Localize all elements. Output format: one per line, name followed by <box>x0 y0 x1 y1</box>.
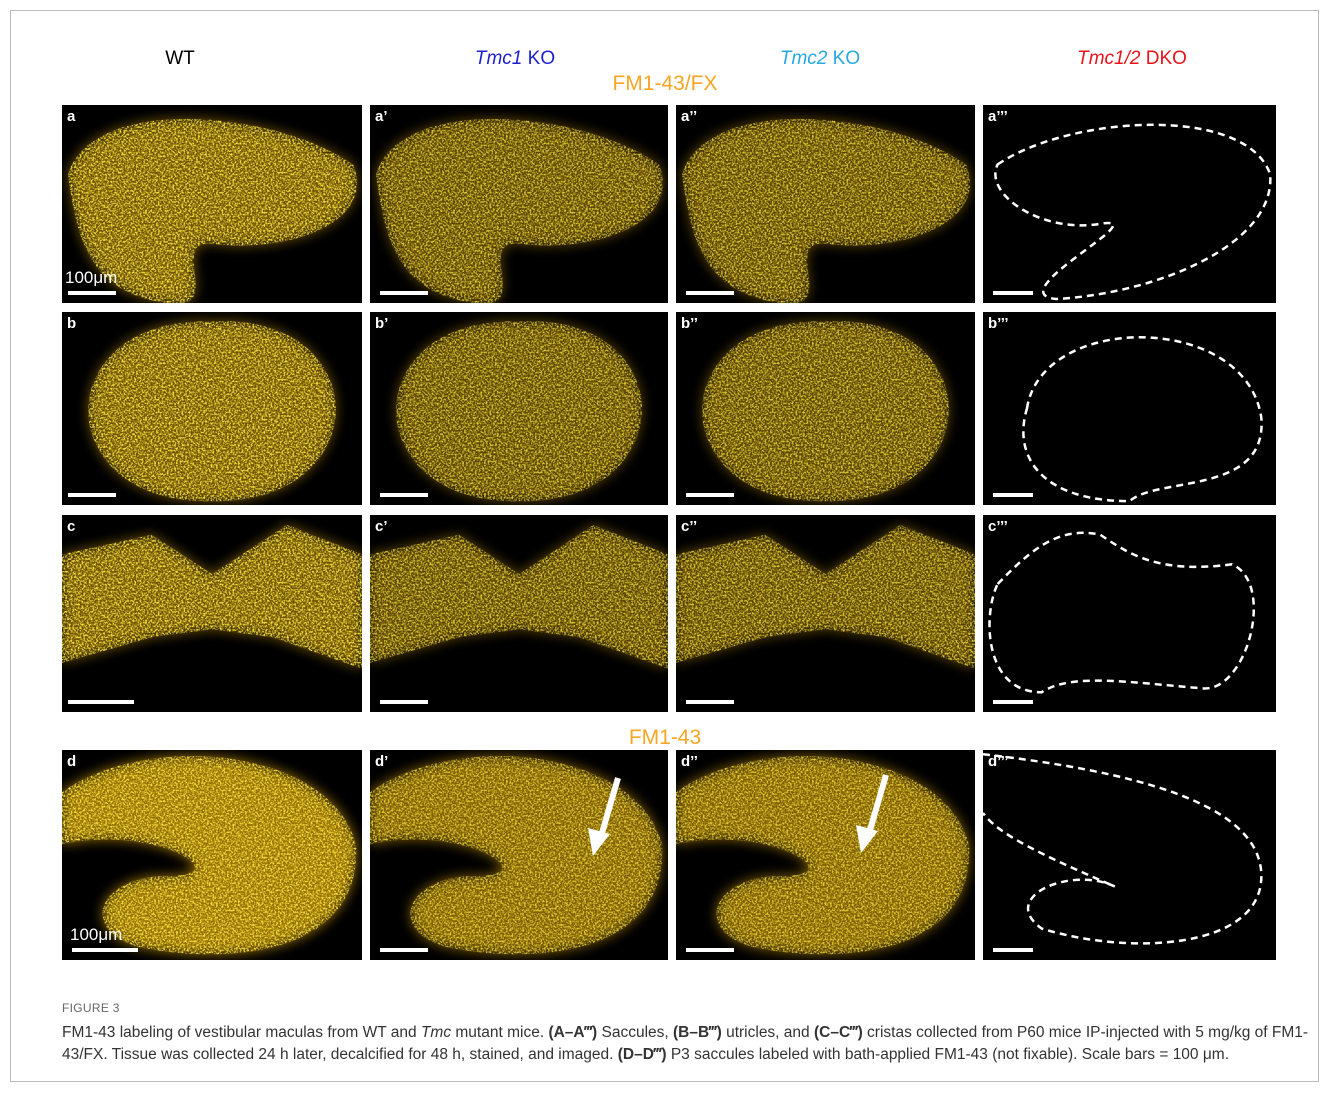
panel-label: d <box>67 753 76 770</box>
panel: c’’ <box>676 515 975 712</box>
caption-run: (B–B‴) <box>673 1024 722 1041</box>
tissue-texture <box>702 321 949 501</box>
scale-bar <box>380 948 428 952</box>
scale-bar <box>993 948 1033 952</box>
scale-label: 100μm <box>70 925 122 944</box>
panel-background <box>983 750 1276 960</box>
scale-bar <box>380 493 428 497</box>
column-header: Tmc1 KO <box>475 48 555 69</box>
scale-bar <box>68 291 116 295</box>
panel: c’ <box>370 515 668 712</box>
scale-bar <box>686 700 734 704</box>
figure-label: FIGURE 3 <box>62 1001 120 1015</box>
panel-label: a’’ <box>681 108 697 125</box>
panel-label: d’ <box>375 753 388 770</box>
scale-bar <box>68 493 116 497</box>
scale-bar <box>380 291 428 295</box>
panel-label: c <box>67 518 75 535</box>
column-header: WT <box>165 48 195 69</box>
panel: b’ <box>370 312 668 505</box>
panel-label: c’ <box>375 518 388 535</box>
panel-label: a <box>67 108 76 125</box>
panel: b’’ <box>676 312 975 505</box>
panel: a’’’ <box>983 105 1276 303</box>
header-part: KO <box>522 48 555 69</box>
panel-content <box>88 321 336 501</box>
panel-label: b’ <box>375 315 388 332</box>
panel-content <box>702 321 949 501</box>
caption-run: (D–D‴) <box>618 1046 667 1063</box>
panel-label: c’’’ <box>988 518 1008 535</box>
panel-background <box>983 105 1276 303</box>
panel-label: d’’ <box>681 753 698 770</box>
panel-label: c’’ <box>681 518 697 535</box>
panel: d’’ <box>676 750 975 960</box>
scale-bar <box>72 948 138 952</box>
panel: c’’’ <box>983 515 1276 712</box>
panel: d 100μm <box>62 750 362 960</box>
caption-run: Tmc <box>421 1024 451 1041</box>
column-header: Tmc2 KO <box>780 48 860 69</box>
panel: a’ <box>370 105 668 304</box>
scale-bar <box>686 493 734 497</box>
scale-bar <box>68 700 134 704</box>
panel-background <box>983 515 1276 712</box>
scale-bar <box>993 700 1033 704</box>
panel-label: a’’’ <box>988 108 1008 125</box>
header-part: Tmc2 <box>780 48 828 69</box>
tissue-texture <box>396 321 642 501</box>
panel: b’’’ <box>983 312 1276 505</box>
caption-run: FM1-43 labeling of vestibular maculas fr… <box>62 1024 421 1041</box>
panel-label: d’’’ <box>988 753 1009 770</box>
panel: a’’ <box>676 105 975 304</box>
caption-run: utricles, and <box>722 1024 814 1041</box>
caption: FM1-43 labeling of vestibular maculas fr… <box>62 1022 1310 1066</box>
caption-run: Saccules, <box>597 1024 673 1041</box>
caption-run: (C–C‴) <box>814 1024 863 1041</box>
panel: a 100μm <box>62 105 362 304</box>
scale-bar <box>380 700 428 704</box>
header-part: WT <box>165 48 195 69</box>
caption-run: P3 saccules labeled with bath-applied FM… <box>667 1046 1230 1063</box>
scale-bar <box>686 291 734 295</box>
section-label: FM1-43/FX <box>612 72 717 95</box>
scale-label: 100μm <box>65 268 117 287</box>
scale-bar <box>993 291 1033 295</box>
column-header: Tmc1/2 DKO <box>1077 48 1187 69</box>
panel: d’’’ <box>983 750 1276 960</box>
panel-label: a’ <box>375 108 388 125</box>
tissue-texture <box>88 321 336 501</box>
scale-bar <box>686 948 734 952</box>
panel-content <box>396 321 642 501</box>
panel: c <box>62 515 362 712</box>
header-part: DKO <box>1140 48 1186 69</box>
panel-label: b’’ <box>681 315 698 332</box>
panel: d’ <box>370 750 668 960</box>
header-part: Tmc1 <box>475 48 523 69</box>
panel-label: b <box>67 315 76 332</box>
header-part: KO <box>827 48 860 69</box>
panel: b <box>62 312 362 505</box>
caption-run: (A–A‴) <box>548 1024 597 1041</box>
caption-run: mutant mice. <box>451 1024 548 1041</box>
panel-label: b’’’ <box>988 315 1009 332</box>
scale-bar <box>993 493 1033 497</box>
section-label: FM1-43 <box>629 726 701 749</box>
header-part: Tmc1/2 <box>1077 48 1141 69</box>
